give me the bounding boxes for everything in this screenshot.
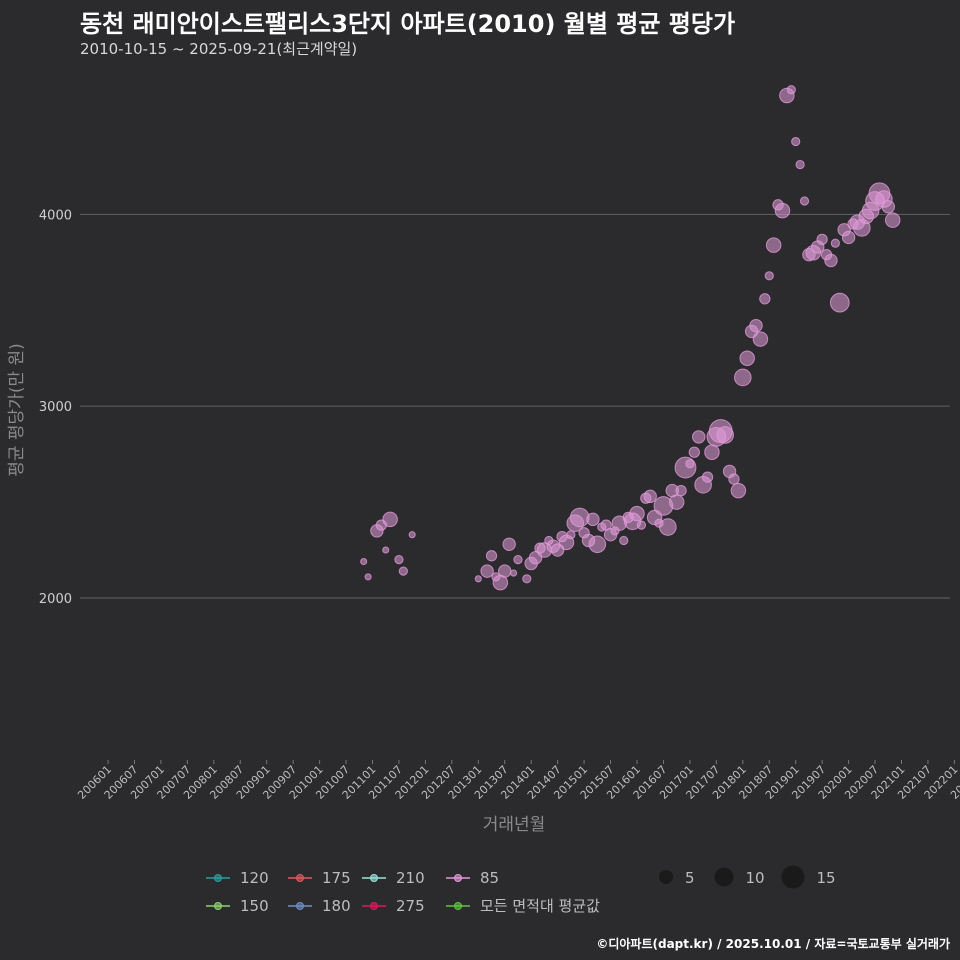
scatter-points xyxy=(360,85,901,591)
legend-label: 모든 면적대 평균값 xyxy=(480,897,600,915)
data-point xyxy=(774,202,791,219)
data-point xyxy=(752,331,769,347)
legend-marker xyxy=(296,874,304,882)
legend-marker xyxy=(454,874,462,882)
data-point xyxy=(728,473,740,485)
data-point xyxy=(685,459,695,469)
legend-marker xyxy=(214,902,222,910)
data-point xyxy=(786,85,796,95)
y-tick-label: 2000 xyxy=(39,592,72,607)
legend-item: 275 xyxy=(362,897,425,915)
data-point xyxy=(764,271,774,281)
x-axis-title: 거래년월 xyxy=(483,815,546,835)
y-tick-label: 3000 xyxy=(39,400,72,415)
data-point xyxy=(619,535,629,546)
data-point xyxy=(394,555,404,565)
data-point xyxy=(398,566,408,576)
grid-lines xyxy=(80,213,950,599)
legend-label: 150 xyxy=(240,897,269,915)
data-point xyxy=(668,494,685,510)
legend-item: 210 xyxy=(362,869,425,887)
legend-label: 210 xyxy=(396,869,425,887)
chart-subtitle: 2010-10-15 ~ 2025-09-21(최근계약일) xyxy=(80,40,358,58)
data-point xyxy=(360,557,368,566)
data-point xyxy=(704,444,720,460)
data-point xyxy=(675,484,687,497)
data-point xyxy=(716,426,734,444)
data-point xyxy=(841,230,856,245)
credit-footer: ©디아파트(dapt.kr) / 2025.10.01 / 자료=국토교통부 실… xyxy=(596,937,950,951)
legend-size-item: 10 xyxy=(714,867,765,887)
data-point xyxy=(734,368,752,387)
data-point xyxy=(824,253,838,268)
legend-size-item: 5 xyxy=(659,869,695,887)
data-point xyxy=(730,482,747,499)
legend-item: 85 xyxy=(446,869,499,887)
x-axis-ticks: 2006012006072007012007072008012008072009… xyxy=(75,760,960,802)
data-point xyxy=(480,564,494,578)
legend-label: 275 xyxy=(396,897,425,915)
y-tick-label: 4000 xyxy=(39,208,72,223)
legend-marker xyxy=(214,874,222,882)
legend-size-marker xyxy=(781,865,805,889)
legend-size-item: 15 xyxy=(781,865,836,889)
data-point xyxy=(485,550,498,562)
data-point xyxy=(749,318,763,333)
data-point xyxy=(799,196,810,206)
data-point xyxy=(659,518,677,536)
legend-label: 180 xyxy=(322,897,351,915)
data-point xyxy=(791,136,801,147)
data-point xyxy=(701,471,714,483)
legend-item: 150 xyxy=(206,897,269,915)
data-point xyxy=(588,535,607,554)
data-point xyxy=(739,350,755,367)
data-point xyxy=(364,573,372,581)
data-point xyxy=(498,564,512,578)
data-point xyxy=(881,200,895,214)
data-point xyxy=(569,507,590,528)
data-point xyxy=(884,212,901,228)
data-point xyxy=(629,505,645,522)
data-point xyxy=(692,430,706,444)
data-point xyxy=(382,546,390,554)
data-point xyxy=(513,555,523,565)
y-axis-ticks: 2000 3000 4000 xyxy=(39,208,72,607)
data-point xyxy=(408,531,416,539)
legend-size-marker xyxy=(659,870,673,884)
legend-item: 175 xyxy=(288,869,351,887)
y-axis-title: 평균 평당가(만 원) xyxy=(7,343,27,477)
data-point xyxy=(759,293,771,305)
data-point xyxy=(586,512,600,527)
legend-size-label: 5 xyxy=(685,869,695,887)
data-point xyxy=(502,537,516,551)
legend-item: 120 xyxy=(206,869,269,887)
data-point xyxy=(522,574,532,584)
data-point xyxy=(382,511,398,528)
legend-label: 120 xyxy=(240,869,269,887)
legend-item: 모든 면적대 평균값 xyxy=(446,897,600,915)
legend: 120 175 210 85 150 180 275 모든 면적대 평균값 5 10 15 xyxy=(206,865,836,915)
data-point xyxy=(643,489,657,504)
legend-marker xyxy=(370,874,378,882)
data-point xyxy=(795,159,805,170)
data-point xyxy=(636,520,647,530)
legend-marker xyxy=(296,902,304,910)
chart-title: 동천 래미안이스트팰리스3단지 아파트(2010) 월별 평균 평당가 xyxy=(80,10,736,38)
data-point xyxy=(830,238,840,248)
data-point xyxy=(829,292,850,313)
data-point xyxy=(474,575,482,583)
legend-marker xyxy=(454,902,462,910)
legend-size-marker xyxy=(714,867,734,887)
data-point xyxy=(765,237,782,253)
legend-marker xyxy=(370,902,378,910)
legend-size-label: 15 xyxy=(817,869,836,887)
legend-item: 180 xyxy=(288,897,351,915)
legend-label: 85 xyxy=(480,869,499,887)
legend-size-label: 10 xyxy=(746,869,765,887)
data-point xyxy=(816,233,828,246)
data-point xyxy=(688,446,700,458)
legend-label: 175 xyxy=(322,869,351,887)
data-point xyxy=(510,569,518,577)
